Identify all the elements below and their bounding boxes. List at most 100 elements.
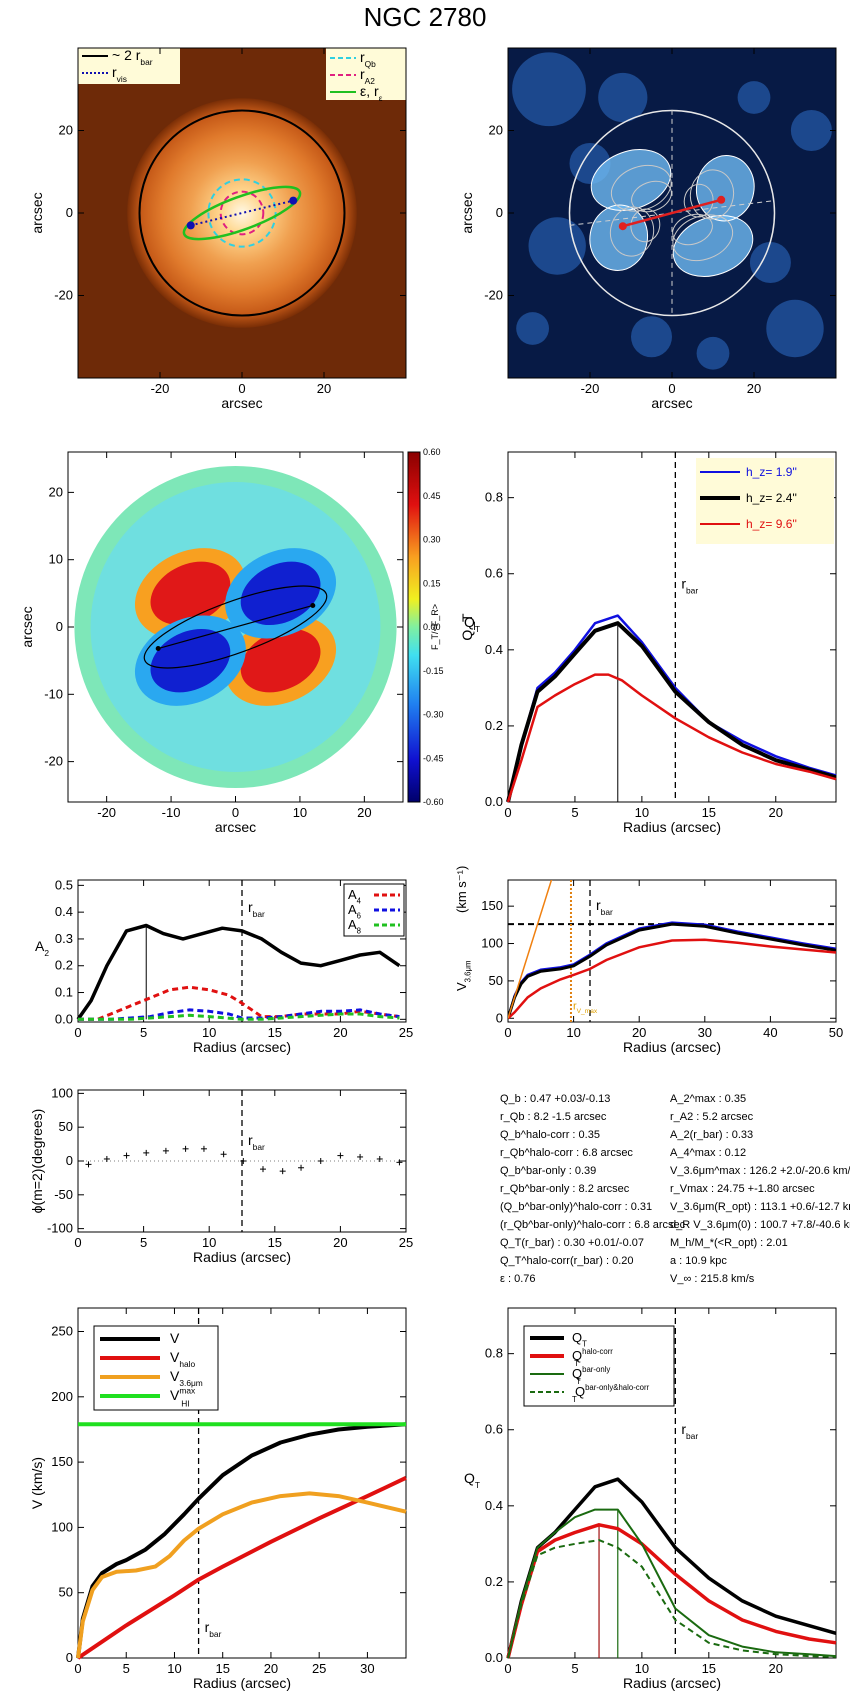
- x-tick-label: 25: [312, 1661, 326, 1676]
- plot-frame: [507, 1307, 837, 1659]
- colorbar-tick-label: 0.30: [423, 535, 441, 545]
- x-axis-label: Radius (arcsec): [193, 1039, 291, 1055]
- legend-left-label: rvis: [112, 64, 127, 84]
- x-tick-label: 5: [140, 1025, 147, 1040]
- y-tick-label: 150: [51, 1454, 73, 1469]
- x-tick-label: 25: [399, 1025, 413, 1040]
- panel-amplitude: 0 5 10 15 20 25 0.0 0.1 0.2 0.3 0.4 0.5 Radius (arcs…: [35, 877, 413, 1055]
- series-line: [508, 938, 836, 1020]
- y-tick-label: 0: [66, 1650, 73, 1665]
- x-axis-label: arcsec: [651, 395, 692, 411]
- x-axis-label: arcsec: [221, 395, 262, 411]
- y-tick-label: 0.4: [55, 904, 73, 919]
- x-axis-label: Radius (arcsec): [623, 819, 721, 835]
- stats-left-1: Q_b : 0.47 +0.03/-0.13: [500, 1093, 611, 1105]
- x-tick-label: 50: [829, 1025, 843, 1040]
- x-tick-label: 20: [333, 1235, 347, 1250]
- y-tick-label: 50: [59, 1585, 73, 1600]
- legend-label: h_z= 1.9'': [746, 465, 797, 479]
- two-rbar-circle: [138, 109, 346, 317]
- stats-right-9: M_h/M_*(<R_opt) : 2.01: [670, 1237, 788, 1249]
- noise-blob: [737, 81, 771, 114]
- panel-ratio-map: -20 -10 0 10 20 -20 -10 0 10 20 arcsec arcsec 0.60 0.…: [19, 447, 444, 835]
- series-line: [76, 1475, 407, 1660]
- y-tick-label: -20: [44, 754, 63, 769]
- series-line: [76, 1491, 407, 1659]
- x-tick-label: 10: [635, 1661, 649, 1676]
- bar-end: [155, 646, 161, 652]
- contour: [631, 180, 672, 213]
- y-tick-label: 50: [489, 973, 503, 988]
- x-tick-label: 40: [763, 1025, 777, 1040]
- y-tick-label: 0: [66, 205, 73, 220]
- y-tick-label: 100: [481, 936, 503, 951]
- r-bar-label: rbar: [248, 1132, 265, 1152]
- legend-label: Qbar-only T: [572, 1365, 610, 1386]
- y-tick-label: 0.6: [485, 566, 503, 581]
- x-tick-label: 10: [566, 1025, 580, 1040]
- y-tick-label: 0.0: [485, 1650, 503, 1665]
- force-lobe: [589, 205, 648, 271]
- figure-title: NGC 2780: [363, 2, 487, 32]
- contour: [672, 213, 713, 246]
- x-tick-label: 20: [264, 1661, 278, 1676]
- y-tick-label: 20: [49, 484, 63, 499]
- series-line: [78, 1012, 400, 1021]
- ra2-circle: [219, 190, 265, 236]
- x-tick-label: -20: [581, 381, 600, 396]
- r-bar-label: rbar: [681, 576, 698, 596]
- contour: [590, 149, 672, 211]
- x-tick-label: -10: [162, 805, 181, 820]
- series-line: [76, 923, 401, 1021]
- x-tick-label: 10: [293, 805, 307, 820]
- x-axis-label: Radius (arcsec): [193, 1249, 291, 1265]
- x-tick-label: 20: [769, 805, 783, 820]
- stats-right-7: V_3.6μm(R_opt) : 113.1 +0.6/-12.7 km/s: [670, 1201, 850, 1213]
- x-tick-label: 5: [123, 1661, 130, 1676]
- x-tick-label: -20: [151, 381, 170, 396]
- colorbar-tick-label: 0.15: [423, 578, 441, 588]
- contour: [672, 214, 734, 262]
- y-axis-label: QT: [464, 1470, 480, 1490]
- legend-label: A8: [348, 917, 361, 936]
- contour: [695, 155, 755, 222]
- noise-blob: [528, 217, 586, 275]
- legend-right-label: rQb: [360, 49, 376, 69]
- y-axis-label: arcsec: [459, 192, 475, 233]
- x-tick-label: 5: [571, 1661, 578, 1676]
- y-tick-label: 0.1: [55, 985, 73, 1000]
- colorbar: [407, 451, 421, 803]
- colorbar-label: F_T/<F_R>: [430, 604, 440, 650]
- y-tick-label: -100: [47, 1221, 73, 1236]
- plot-frame: [507, 451, 837, 803]
- y-tick-label: 0: [496, 1010, 503, 1025]
- legend-label: Qhalo-corr T: [572, 1347, 613, 1368]
- r-vmax-label: rV_max: [573, 1000, 598, 1015]
- panel-rotation: 0 10 20 30 40 50 0 50 100 150 Radius (arcsec) V3.6μ…: [454, 866, 843, 1055]
- legend-label: Vhalo: [170, 1349, 196, 1369]
- stats-right-5: V_3.6μm^max : 126.2 +2.0/-20.6 km/s: [670, 1165, 850, 1177]
- y-tick-label: 0.8: [485, 490, 503, 505]
- series-line: [506, 621, 837, 803]
- y-tick-label: 0.2: [485, 1574, 503, 1589]
- x-tick-label: 0: [232, 805, 239, 820]
- stats-right-2: r_A2 : 5.2 arcsec: [670, 1111, 754, 1123]
- x-tick-label: 20: [747, 381, 761, 396]
- bar-line: [158, 604, 313, 650]
- stats-right-3: A_2(r_bar) : 0.33: [670, 1129, 754, 1141]
- legend-label: A4: [348, 887, 362, 906]
- x-tick-label: 15: [268, 1025, 282, 1040]
- legend-label: Vmax HI: [170, 1386, 196, 1409]
- x-tick-label: 15: [702, 1661, 716, 1676]
- x-tick-label: 20: [357, 805, 371, 820]
- bar-end: [717, 195, 726, 204]
- legend-label: h_z= 9.6'': [746, 517, 797, 531]
- legend-left-label: ~ 2 rbar: [112, 47, 153, 67]
- y-tick-label: 0.0: [55, 1011, 73, 1026]
- r-bar-label: rbar: [681, 1421, 698, 1441]
- x-tick-label: 10: [167, 1661, 181, 1676]
- y-tick-label: 0.8: [485, 1346, 503, 1361]
- r-bar-label: rbar: [205, 1619, 222, 1639]
- legend-label: A6: [348, 902, 361, 921]
